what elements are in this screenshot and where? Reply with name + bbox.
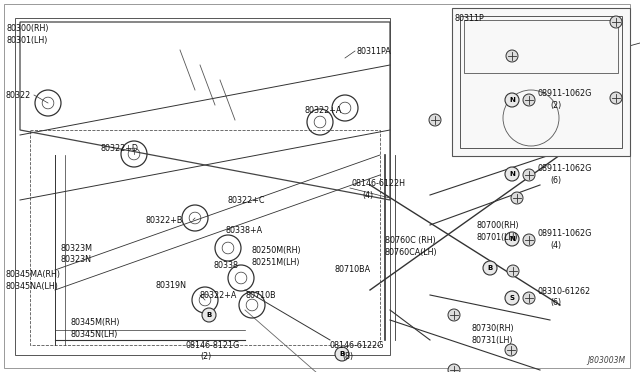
Text: 80322: 80322 bbox=[5, 90, 30, 99]
Text: 08146-8121G: 08146-8121G bbox=[185, 340, 239, 350]
Text: (8): (8) bbox=[342, 353, 353, 362]
Circle shape bbox=[505, 291, 519, 305]
Text: B: B bbox=[488, 265, 493, 271]
Text: 80311P: 80311P bbox=[455, 13, 484, 22]
Text: 80710BA: 80710BA bbox=[335, 266, 371, 275]
Text: 80322+A: 80322+A bbox=[305, 106, 342, 115]
Text: 08310-61262: 08310-61262 bbox=[538, 286, 591, 295]
Circle shape bbox=[523, 169, 535, 181]
Text: 80301(LH): 80301(LH) bbox=[6, 35, 47, 45]
Circle shape bbox=[483, 261, 497, 275]
Text: 80701(LH): 80701(LH) bbox=[477, 232, 518, 241]
Text: B: B bbox=[206, 312, 212, 318]
Text: 08146-6122H: 08146-6122H bbox=[352, 179, 406, 187]
Text: 80319N: 80319N bbox=[155, 280, 186, 289]
Text: (2): (2) bbox=[200, 353, 211, 362]
Text: S: S bbox=[509, 295, 515, 301]
Text: 08146-6122G: 08146-6122G bbox=[330, 340, 385, 350]
Text: (6): (6) bbox=[550, 298, 561, 308]
Text: 80311PA: 80311PA bbox=[357, 46, 392, 55]
Text: (4): (4) bbox=[362, 190, 373, 199]
Text: 80300(RH): 80300(RH) bbox=[6, 23, 49, 32]
Text: 80345NA(LH): 80345NA(LH) bbox=[5, 282, 58, 292]
Text: 80338+A: 80338+A bbox=[225, 225, 262, 234]
Text: 80322+D: 80322+D bbox=[100, 144, 138, 153]
Circle shape bbox=[429, 114, 441, 126]
Circle shape bbox=[505, 232, 519, 246]
Text: N: N bbox=[509, 236, 515, 242]
Text: B: B bbox=[339, 351, 344, 357]
Circle shape bbox=[505, 344, 517, 356]
Text: J803003M: J803003M bbox=[587, 356, 625, 365]
Text: 80323M: 80323M bbox=[60, 244, 92, 253]
Text: 08911-1062G: 08911-1062G bbox=[538, 228, 593, 237]
Text: 80322+B: 80322+B bbox=[145, 215, 182, 224]
Text: 80730(RH): 80730(RH) bbox=[472, 324, 515, 333]
Text: 80760CA(LH): 80760CA(LH) bbox=[385, 247, 438, 257]
Text: 80345N(LH): 80345N(LH) bbox=[70, 330, 117, 339]
Circle shape bbox=[610, 16, 622, 28]
Text: 08911-1062G: 08911-1062G bbox=[538, 164, 593, 173]
Text: 80322+C: 80322+C bbox=[228, 196, 266, 205]
Text: 80345M(RH): 80345M(RH) bbox=[70, 317, 120, 327]
Text: (6): (6) bbox=[550, 176, 561, 185]
Circle shape bbox=[335, 347, 349, 361]
Circle shape bbox=[448, 309, 460, 321]
Text: 08911-1062G: 08911-1062G bbox=[538, 89, 593, 97]
Circle shape bbox=[448, 364, 460, 372]
Text: 80345MA(RH): 80345MA(RH) bbox=[5, 270, 60, 279]
Text: (2): (2) bbox=[550, 100, 561, 109]
Text: 80760C (RH): 80760C (RH) bbox=[385, 235, 436, 244]
Polygon shape bbox=[452, 8, 630, 156]
Text: 80250M(RH): 80250M(RH) bbox=[252, 246, 301, 254]
Text: (4): (4) bbox=[550, 241, 561, 250]
Text: 80251M(LH): 80251M(LH) bbox=[252, 259, 301, 267]
Text: N: N bbox=[509, 171, 515, 177]
Circle shape bbox=[610, 92, 622, 104]
Circle shape bbox=[523, 292, 535, 304]
Circle shape bbox=[523, 234, 535, 246]
Text: 80323N: 80323N bbox=[60, 256, 91, 264]
Text: 80322+A: 80322+A bbox=[200, 291, 237, 299]
Text: 80700(RH): 80700(RH) bbox=[477, 221, 520, 230]
Text: 80731(LH): 80731(LH) bbox=[472, 336, 513, 344]
Circle shape bbox=[506, 50, 518, 62]
Circle shape bbox=[507, 265, 519, 277]
Circle shape bbox=[505, 93, 519, 107]
Circle shape bbox=[511, 192, 523, 204]
Text: N: N bbox=[509, 97, 515, 103]
Circle shape bbox=[523, 94, 535, 106]
Text: 80710B: 80710B bbox=[245, 291, 276, 299]
Text: 80338: 80338 bbox=[213, 260, 238, 269]
Circle shape bbox=[202, 308, 216, 322]
Circle shape bbox=[505, 167, 519, 181]
